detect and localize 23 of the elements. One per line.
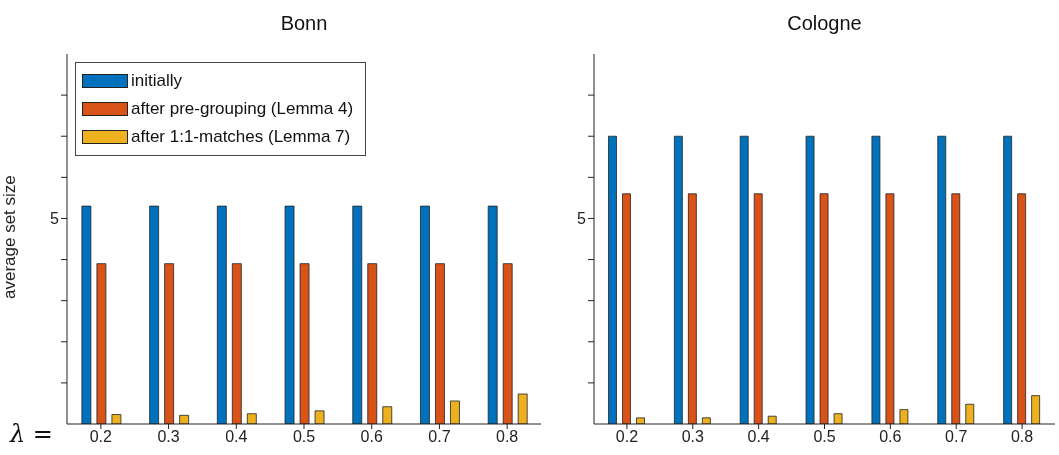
y-tick-label: 5	[50, 210, 60, 228]
y-tick-label: 5	[577, 210, 587, 228]
text: λ =	[10, 420, 53, 448]
chart-title: Bonn	[279, 12, 329, 35]
x-tick-label: 0.8	[1010, 428, 1034, 446]
x-tick-label: 0.3	[681, 428, 704, 446]
legend-label: after pre-grouping (Lemma 4)	[131, 98, 354, 120]
x-tick-label: 0.5	[292, 428, 316, 446]
x-tick-label: 0.5	[813, 428, 836, 446]
x-tick-label: 0.6	[879, 428, 902, 446]
x-tick-label: 0.2	[89, 428, 113, 446]
chart-title: Cologne	[786, 12, 863, 35]
x-tick-label: 0.6	[360, 428, 383, 446]
x-tick-label: 0.8	[496, 428, 519, 446]
x-tick-label: 0.3	[157, 428, 180, 446]
x-tick-label: 0.7	[945, 428, 968, 446]
x-tick-label: 0.4	[225, 428, 248, 446]
legend-label: initially	[131, 70, 183, 92]
x-tick-label: 0.7	[428, 428, 451, 446]
y-axis-title: average set size	[0, 175, 20, 299]
legend-label: after 1:1-matches (Lemma 7)	[131, 126, 351, 148]
x-tick-label: 0.2	[615, 428, 639, 446]
x-tick-label: 0.4	[747, 428, 770, 446]
